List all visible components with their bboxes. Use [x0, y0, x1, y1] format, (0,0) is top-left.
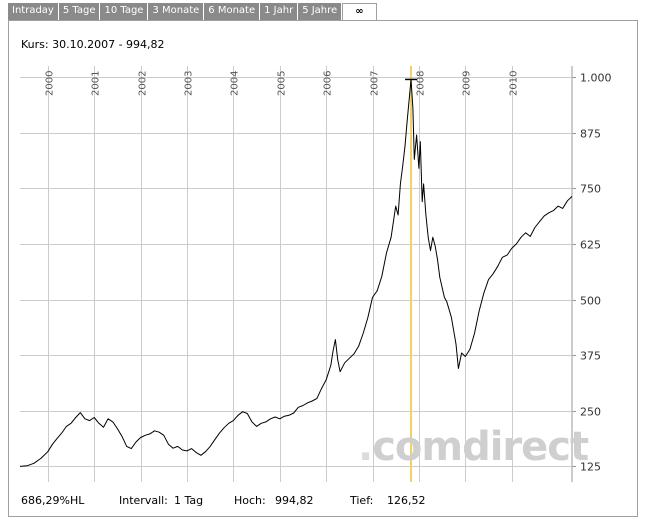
- x-axis-ticks: 2000 2001 2002 2003 2004 2005 2006 2007 2008 2009…: [45, 71, 520, 96]
- x-tick-label: 2005: [277, 71, 288, 96]
- tab-1-jahr[interactable]: 1 Jahr: [260, 3, 299, 20]
- hoch-label: Hoch:: [234, 494, 266, 507]
- intervall-value: 1 Tag: [174, 494, 204, 507]
- x-tick-label: 2004: [230, 71, 241, 96]
- performance-value: 686,29%HL: [21, 494, 85, 507]
- tab-3-monate[interactable]: 3 Monate: [148, 3, 205, 20]
- intervall-label: Intervall:: [119, 494, 168, 507]
- series-layer: [19, 78, 573, 467]
- timeframe-tabs: Intraday 5 Tage 10 Tage 3 Monate 6 Monat…: [8, 3, 377, 21]
- tief-value: 126,52: [387, 494, 426, 507]
- y-tick-label: 875: [580, 128, 601, 141]
- x-tick-label: 2007: [370, 71, 381, 96]
- tab-5-tage[interactable]: 5 Tage: [58, 3, 101, 20]
- x-tick-label: 2001: [91, 71, 102, 96]
- x-tick-label: 2003: [184, 71, 195, 96]
- x-tick-label: 2009: [462, 71, 473, 96]
- y-tick-label: 625: [580, 239, 601, 252]
- comdirect-watermark: .comdirect: [358, 424, 589, 470]
- y-tick-label: 500: [580, 295, 601, 308]
- y-tick-label: 1.000: [580, 72, 612, 85]
- tab-6-monate[interactable]: 6 Monate: [204, 3, 261, 20]
- y-tick-label: 750: [580, 183, 601, 196]
- chart-panel: [8, 20, 638, 517]
- x-tick-label: 2000: [45, 71, 56, 96]
- y-tick-label: 250: [580, 406, 601, 419]
- chart-grid: [20, 66, 576, 482]
- x-tick-label: 2008: [416, 71, 427, 96]
- tab-max[interactable]: ∞: [342, 3, 377, 21]
- tab-10-tage[interactable]: 10 Tage: [100, 3, 149, 20]
- series-line: [19, 78, 573, 467]
- hoch-value: 994,82: [275, 494, 314, 507]
- price-readout: Kurs: 30.10.2007 - 994,82: [21, 38, 165, 51]
- x-tick-label: 2002: [138, 71, 149, 96]
- tab-intraday[interactable]: Intraday: [8, 3, 59, 20]
- tief-label: Tief:: [350, 494, 374, 507]
- y-tick-label: 375: [580, 350, 601, 363]
- tab-5-jahre[interactable]: 5 Jahre: [298, 3, 343, 20]
- y-tick-label: 125: [580, 461, 601, 474]
- x-tick-label: 2006: [323, 71, 334, 96]
- x-tick-label: 2010: [509, 71, 520, 96]
- y-axis-ticks: 1.000 875 750 625 500 375 250 125: [580, 72, 612, 474]
